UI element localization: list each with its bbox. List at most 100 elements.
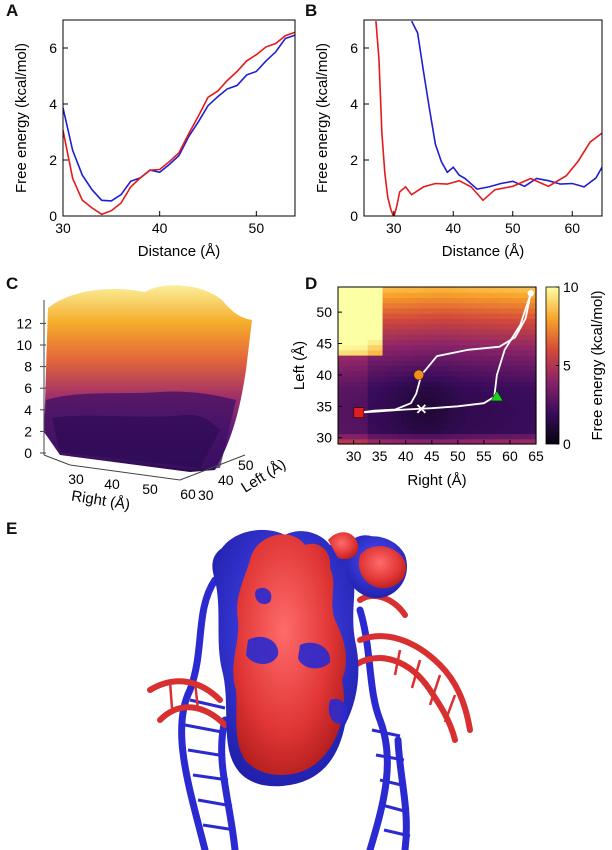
heatmap-cell bbox=[476, 334, 483, 340]
heatmap-cell bbox=[437, 412, 443, 419]
x-axis-label: Right (Å) bbox=[407, 472, 466, 489]
heatmap-cell bbox=[441, 433, 448, 440]
heatmap-cell bbox=[476, 386, 483, 393]
heatmap-cell bbox=[338, 433, 344, 440]
heatmap-cell bbox=[496, 407, 502, 414]
heatmap-cell bbox=[456, 433, 463, 440]
heatmap-cell bbox=[456, 307, 463, 314]
heatmap-cell bbox=[397, 349, 403, 356]
heatmap-cell bbox=[496, 339, 502, 346]
heatmap-cell bbox=[432, 375, 438, 382]
heatmap-cell bbox=[486, 386, 493, 393]
heatmap-cell bbox=[446, 396, 453, 403]
heatmap-cell bbox=[446, 360, 453, 367]
heatmap-cell bbox=[372, 370, 379, 377]
heatmap-cell bbox=[392, 428, 398, 435]
x-tick-label: 60 bbox=[502, 448, 518, 464]
heatmap-cell bbox=[372, 365, 379, 372]
heatmap-cell bbox=[481, 318, 488, 325]
heatmap-cell bbox=[362, 355, 369, 361]
heatmap-cell bbox=[501, 412, 507, 419]
heatmap-cell bbox=[521, 355, 527, 361]
heatmap-cell bbox=[397, 344, 403, 351]
heatmap-cell bbox=[481, 402, 488, 408]
heatmap-cell bbox=[402, 349, 408, 356]
heatmap-cell bbox=[526, 391, 532, 398]
heatmap-cell bbox=[342, 386, 349, 393]
heatmap-cell bbox=[471, 328, 478, 335]
heatmap-cell bbox=[357, 386, 364, 393]
heatmap-cell bbox=[362, 287, 369, 293]
heatmap-cell bbox=[427, 339, 433, 346]
z-tick-label: 12 bbox=[16, 315, 32, 331]
heatmap-cell bbox=[461, 370, 468, 377]
heatmap-cell bbox=[377, 402, 384, 408]
heatmap-cell bbox=[471, 423, 478, 429]
heatmap-cell bbox=[407, 323, 413, 330]
heatmap-cell bbox=[407, 433, 413, 440]
heatmap-cell bbox=[437, 375, 443, 382]
heatmap-cell bbox=[451, 381, 458, 388]
heatmap-cell bbox=[427, 302, 433, 309]
heatmap-cell bbox=[432, 417, 438, 424]
heatmap-cell bbox=[456, 323, 463, 330]
heatmap-cell bbox=[446, 313, 453, 319]
heatmap-cell bbox=[392, 307, 398, 314]
heatmap-cell bbox=[367, 412, 374, 419]
heatmap-cell bbox=[377, 396, 384, 403]
heatmap-cell bbox=[342, 323, 349, 330]
heatmap-cell bbox=[506, 375, 512, 382]
heatmap-cell bbox=[357, 417, 364, 424]
heatmap-cell bbox=[347, 287, 354, 293]
panel-letter-b: B bbox=[305, 1, 318, 20]
heatmap-cell bbox=[466, 302, 473, 309]
heatmap-cell bbox=[387, 349, 394, 356]
heatmap-cell bbox=[476, 360, 483, 367]
heatmap-cell bbox=[357, 328, 364, 335]
heatmap-cell bbox=[446, 355, 453, 361]
heatmap-cell bbox=[372, 344, 379, 351]
heatmap-cell bbox=[377, 349, 384, 356]
x-axis-line bbox=[69, 464, 181, 481]
heatmap-cell bbox=[481, 339, 488, 346]
y-tick-label: 6 bbox=[49, 40, 57, 56]
heatmap-cell bbox=[417, 323, 423, 330]
heatmap-cell bbox=[422, 292, 428, 299]
heatmap-cell bbox=[392, 292, 398, 299]
heatmap-cell bbox=[392, 423, 398, 429]
heatmap-cell bbox=[338, 407, 344, 414]
heatmap-cell bbox=[516, 391, 522, 398]
y-tick-label: 30 bbox=[198, 487, 214, 503]
heatmap-cell bbox=[387, 292, 394, 299]
heatmap-cell bbox=[407, 318, 413, 325]
heatmap-cell bbox=[397, 334, 403, 340]
heatmap-cell bbox=[362, 417, 369, 424]
heatmap-cell bbox=[387, 344, 394, 351]
heatmap-cell bbox=[382, 433, 389, 440]
heatmap-cell bbox=[417, 355, 423, 361]
heatmap-cell bbox=[526, 386, 532, 393]
heatmap-cell bbox=[491, 339, 497, 346]
heatmap-cell bbox=[461, 292, 468, 299]
heatmap-cell bbox=[377, 360, 384, 367]
heatmap-cell bbox=[417, 433, 423, 440]
heatmap-cell bbox=[367, 391, 374, 398]
heatmap-cell bbox=[506, 402, 512, 408]
heatmap-cell bbox=[362, 344, 369, 351]
heatmap-cell bbox=[531, 292, 537, 299]
heatmap-cell bbox=[481, 334, 488, 340]
heatmap-cell bbox=[397, 360, 403, 367]
heatmap-cell bbox=[451, 375, 458, 382]
heatmap-cell bbox=[377, 292, 384, 299]
heatmap-cell bbox=[372, 287, 379, 293]
heatmap-cell bbox=[437, 417, 443, 424]
heatmap-cell bbox=[417, 302, 423, 309]
heatmap-cell bbox=[407, 365, 413, 372]
heatmap-cell bbox=[357, 365, 364, 372]
heatmap-cell bbox=[501, 428, 507, 435]
heatmap-cell bbox=[531, 328, 537, 335]
heatmap-cell bbox=[471, 365, 478, 372]
heatmap-cell bbox=[486, 287, 493, 293]
heatmap-cell bbox=[372, 428, 379, 435]
heatmap-cell bbox=[347, 344, 354, 351]
